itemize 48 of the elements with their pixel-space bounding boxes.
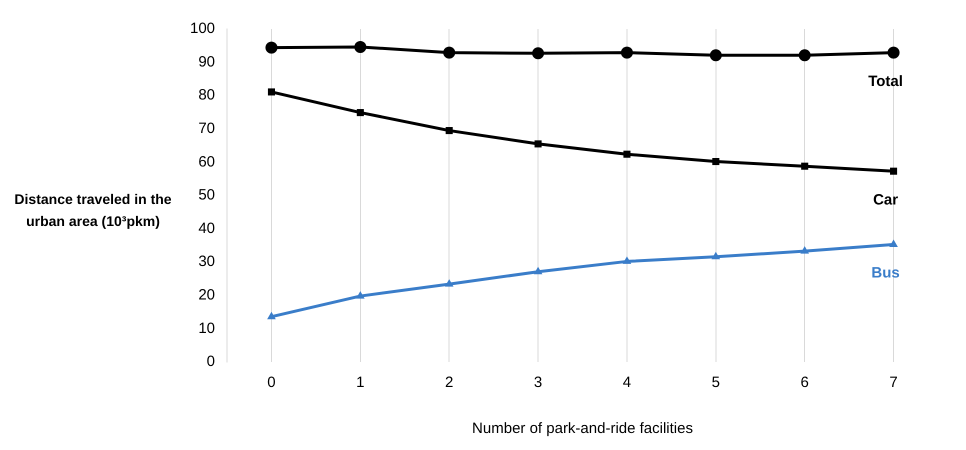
x-tick-label: 4 — [622, 374, 632, 392]
point — [446, 127, 453, 134]
point — [267, 312, 276, 320]
point — [710, 49, 722, 62]
y-tick-label: 30 — [198, 253, 216, 270]
series-label: Total — [868, 72, 903, 90]
x-axis-title: Number of park-and-ride facilities — [472, 420, 693, 438]
point — [712, 158, 720, 166]
point — [800, 246, 810, 254]
point — [801, 162, 808, 170]
series-label: Car — [873, 191, 898, 208]
point — [889, 239, 898, 247]
point — [623, 150, 630, 158]
point — [620, 46, 633, 59]
point — [443, 46, 456, 59]
point — [888, 46, 900, 59]
x-tick-label: 3 — [534, 374, 542, 392]
x-tick-label: 1 — [356, 374, 365, 392]
y-tick-label: 70 — [198, 120, 216, 138]
y-tick-label: 10 — [198, 320, 216, 337]
y-tick-label: 50 — [198, 186, 216, 204]
point — [532, 47, 544, 60]
y-tick-label: 40 — [198, 220, 216, 237]
y-tick-label: 90 — [198, 53, 216, 70]
y-tick-label: 20 — [198, 286, 216, 304]
point — [534, 266, 542, 274]
y-tick-label: 60 — [198, 153, 216, 170]
point — [890, 168, 898, 175]
point — [265, 42, 278, 54]
point — [354, 40, 366, 53]
point — [356, 109, 364, 116]
x-tick-label: 7 — [889, 374, 898, 392]
series-label: Bus — [871, 264, 900, 282]
x-tick-label: 5 — [712, 374, 720, 392]
point — [444, 279, 454, 287]
y-tick-label: 80 — [198, 86, 216, 104]
x-tick-label: 0 — [267, 374, 276, 392]
point — [534, 140, 542, 148]
x-tick-label: 6 — [800, 374, 809, 392]
point — [711, 252, 720, 260]
y-tick-label: 100 — [190, 20, 216, 38]
y-axis-title: Distance traveled in the urban area (10³pkm) — [13, 190, 173, 231]
point — [622, 256, 632, 264]
x-tick-label: 2 — [445, 374, 454, 392]
point — [356, 291, 365, 299]
point — [268, 88, 275, 96]
point — [798, 49, 811, 62]
y-tick-label: 0 — [206, 353, 216, 370]
